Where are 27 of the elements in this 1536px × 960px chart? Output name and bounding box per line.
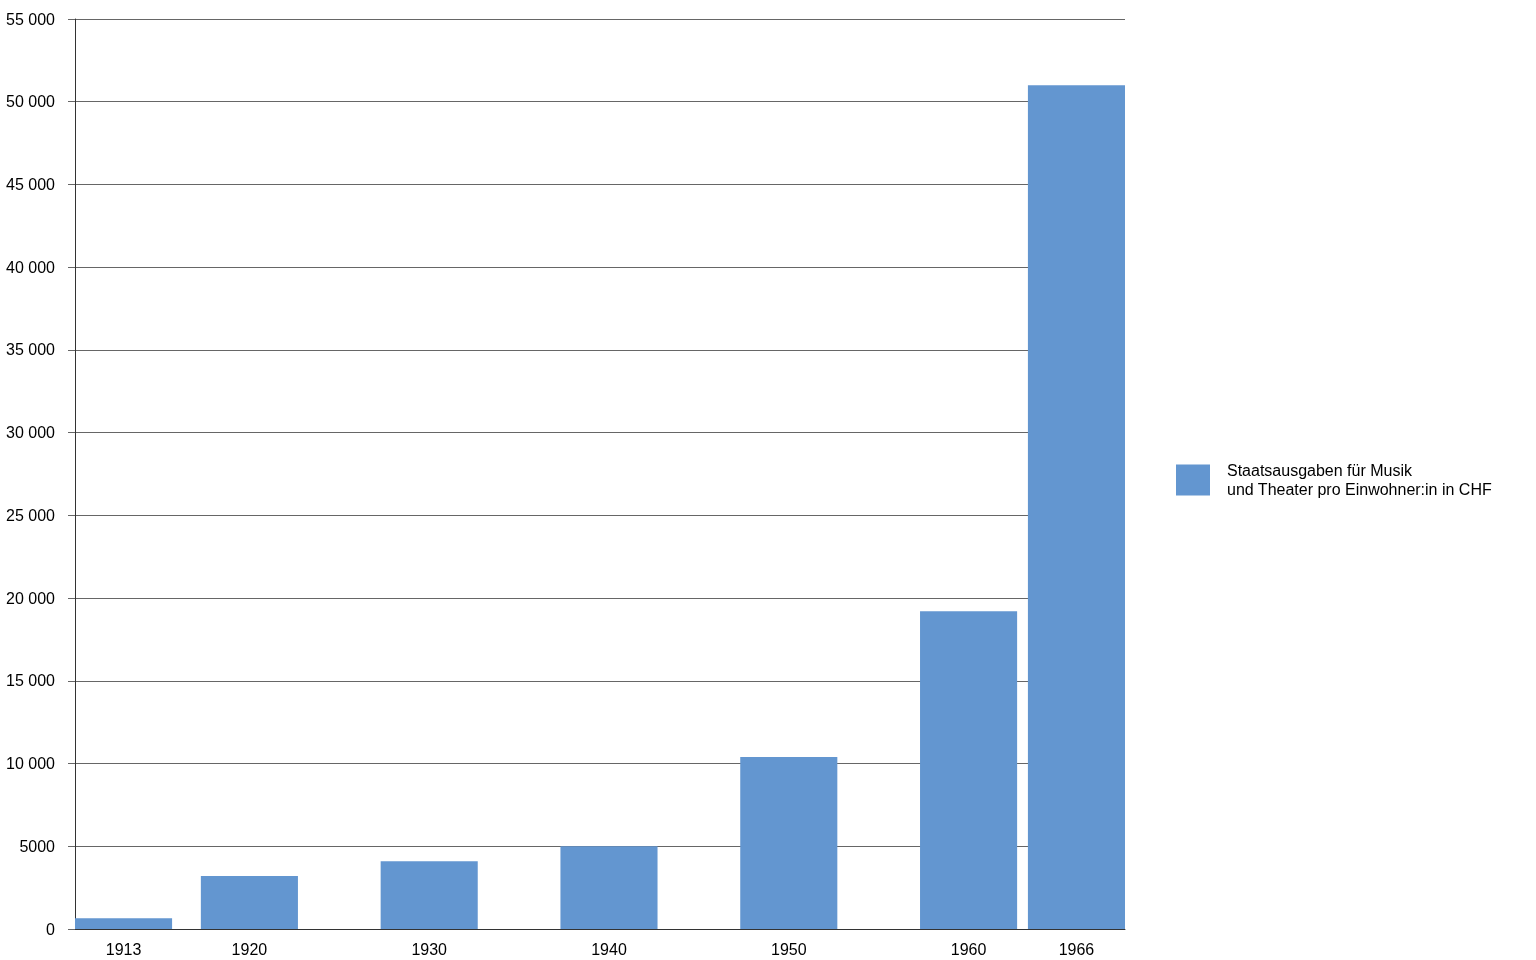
y-tick-label: 5000 bbox=[19, 837, 56, 855]
y-tick-label: 35 000 bbox=[6, 341, 56, 359]
x-tick-label: 1940 bbox=[591, 940, 627, 958]
legend-label: Staatsausgaben für Musik und Theater pro Einwohner:in in CHF bbox=[1227, 462, 1492, 498]
y-tick-label: 30 000 bbox=[6, 424, 56, 442]
y-tick-label: 40 000 bbox=[6, 258, 56, 276]
y-tick-label: 55 000 bbox=[6, 10, 56, 28]
x-tick-label: 1966 bbox=[1058, 940, 1095, 958]
bar bbox=[1027, 85, 1125, 929]
x-tick-label: 1920 bbox=[231, 940, 268, 958]
bar bbox=[920, 611, 1018, 929]
bar bbox=[380, 861, 478, 929]
y-tick-label: 50 000 bbox=[6, 93, 56, 111]
x-tick-label: 1960 bbox=[950, 940, 987, 958]
y-tick-label: 10 000 bbox=[6, 755, 56, 773]
bar bbox=[740, 756, 838, 929]
y-tick-label: 15 000 bbox=[6, 672, 56, 690]
bar bbox=[560, 846, 658, 929]
y-tick-label: 45 000 bbox=[6, 175, 56, 193]
bar bbox=[75, 918, 173, 929]
x-tick-label: 1930 bbox=[411, 940, 448, 958]
x-tick-label: 1913 bbox=[105, 940, 142, 958]
y-tick-label: 25 000 bbox=[6, 506, 56, 524]
y-tick-label: 0 bbox=[46, 920, 56, 938]
bar bbox=[200, 876, 298, 929]
y-tick-label: 20 000 bbox=[6, 589, 56, 607]
x-tick-label: 1950 bbox=[770, 940, 807, 958]
